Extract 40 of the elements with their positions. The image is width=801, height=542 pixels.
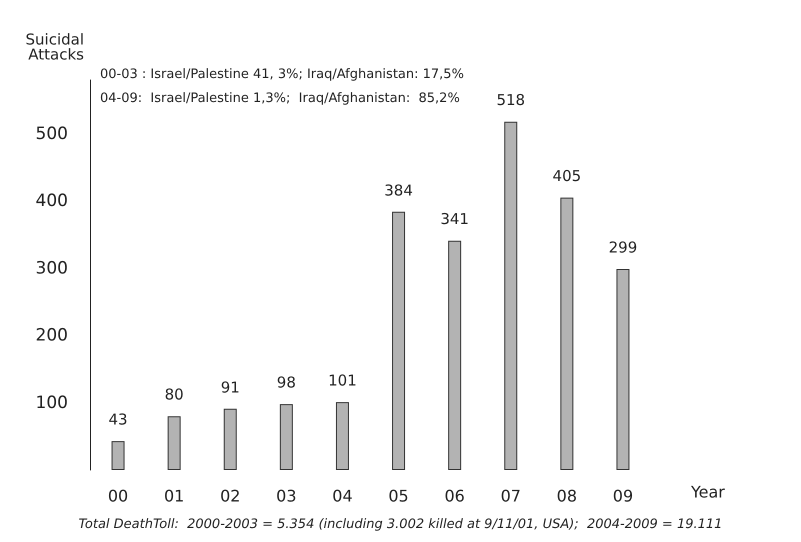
y-tick-label: 100 — [36, 392, 68, 413]
data-label: 43 — [108, 410, 128, 429]
x-tick-label: 06 — [444, 486, 465, 506]
data-label: 101 — [328, 372, 357, 390]
y-tick-label: 300 — [36, 258, 68, 278]
x-tick-label: 00 — [108, 486, 128, 506]
data-label: 80 — [164, 386, 184, 404]
x-tick-label: 09 — [612, 486, 634, 506]
y-tick-label: 500 — [36, 124, 68, 144]
x-axis-title: Year — [690, 482, 726, 502]
x-tick-label: 04 — [332, 486, 353, 506]
bar — [168, 416, 181, 470]
bar — [560, 198, 574, 470]
bar — [336, 402, 349, 470]
x-tick-label: 01 — [164, 486, 184, 506]
bar — [224, 408, 237, 470]
x-tick-label: 02 — [220, 486, 240, 506]
text: Total DeathToll: 2000-2003 = 5.354 (including 3.002 killed at 9/11/01, USA); 2004-2009 = 19.111 — [78, 517, 722, 532]
bar — [392, 212, 406, 470]
annotation: 04-09: Israel/Palestine 1,3%; Iraq/Afghanistan: 85,2% — [100, 91, 460, 106]
data-label: 341 — [440, 210, 469, 228]
data-label: 518 — [496, 91, 526, 110]
y-tick-label: 400 — [36, 191, 68, 212]
bar — [616, 268, 630, 470]
bar — [504, 122, 518, 470]
data-label: 98 — [276, 374, 296, 392]
x-tick-label: 07 — [500, 486, 521, 506]
data-label: 299 — [608, 238, 638, 256]
y-axis-title: Suicidal Attacks — [26, 30, 84, 64]
x-tick-label: 08 — [556, 486, 578, 506]
data-label: 91 — [220, 378, 240, 396]
data-label: 405 — [552, 167, 582, 186]
data-label: 384 — [384, 181, 413, 200]
annotation: 00-03 : Israel/Palestine 41, 3%; Iraq/Afghanistan: 17,5% — [100, 67, 464, 82]
bar — [448, 240, 462, 470]
x-tick-label: 05 — [388, 486, 409, 506]
bar — [112, 441, 125, 470]
bar — [280, 404, 293, 470]
x-tick-label: 03 — [276, 486, 297, 506]
y-tick-label: 200 — [36, 326, 68, 346]
